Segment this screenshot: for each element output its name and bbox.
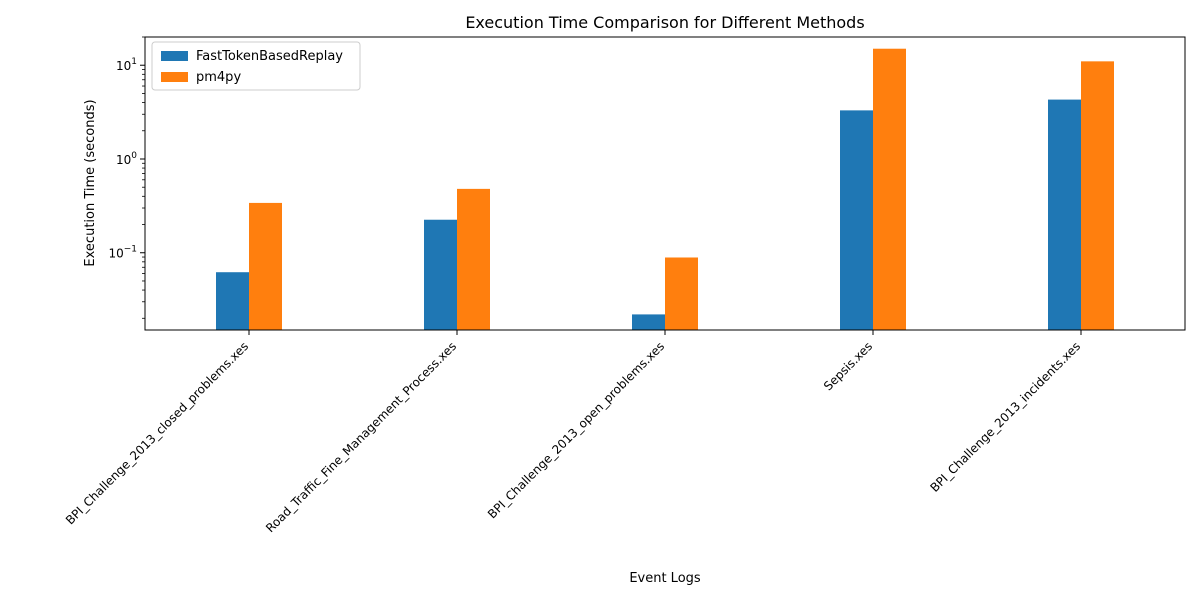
bar-fasttokenbasedreplay-3 [840,110,873,330]
legend-swatch [161,72,188,82]
x-tick-label: BPI_Challenge_2013_closed_problems.xes [63,339,251,527]
y-tick-label: 100 [116,151,137,167]
y-tick-label: 101 [116,57,137,73]
chart-title: Execution Time Comparison for Different … [465,13,864,32]
y-axis: 10−1 100 101 [108,36,145,319]
bar-pm4py-4 [1081,61,1114,331]
legend-swatch [161,51,188,61]
y-tick-label: 10−1 [108,245,137,261]
bar-pm4py-0 [249,202,282,330]
bar-fasttokenbasedreplay-4 [1048,99,1081,330]
legend: FastTokenBasedReplay pm4py [151,41,361,91]
x-axis-title: Event Logs [629,571,701,586]
x-axis: BPI_Challenge_2013_closed_problems.xes Ro… [63,330,1083,535]
bar-pm4py-2 [665,257,698,330]
bar-pm4py-1 [457,188,490,330]
bars-layer [216,48,1114,331]
legend-label: FastTokenBasedReplay [196,49,343,64]
x-tick-label: BPI_Challenge_2013_open_problems.xes [485,339,667,521]
x-tick-label: Sepsis.xes [821,339,875,393]
bar-fasttokenbasedreplay-0 [216,272,249,330]
bar-pm4py-3 [873,48,906,331]
y-axis-title: Execution Time (seconds) [83,99,98,266]
bar-fasttokenbasedreplay-1 [424,219,457,330]
x-tick-label: Road_Traffic_Fine_Management_Process.xes [263,339,459,535]
x-tick-label: BPI_Challenge_2013_incidents.xes [927,339,1083,495]
legend-box [151,41,361,91]
legend-label: pm4py [196,70,241,85]
bar-fasttokenbasedreplay-2 [632,314,665,330]
